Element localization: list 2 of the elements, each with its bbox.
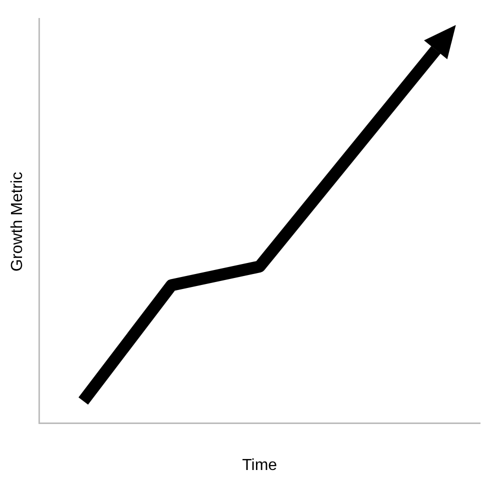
y-axis-title: Growth Metric (9, 172, 26, 272)
x-axis-title: Time (242, 456, 278, 474)
